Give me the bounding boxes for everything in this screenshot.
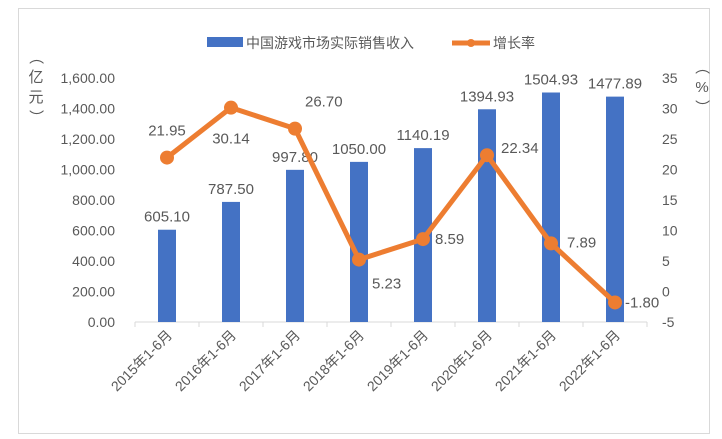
x-axis-tick-label: 2020年1-6月 (428, 327, 495, 394)
right-axis-tick-label: 0 (662, 284, 670, 300)
x-axis-tick-label: 2016年1-6月 (172, 327, 239, 394)
growth-marker (352, 252, 366, 267)
line-data-label: 30.14 (212, 131, 250, 148)
x-axis-tick-label: 2017年1-6月 (236, 327, 303, 394)
bar-data-label: 1050.00 (332, 141, 386, 158)
x-axis-tick-label: 2022年1-6月 (556, 327, 623, 394)
right-axis-tick-label: 15 (662, 192, 678, 208)
legend-bar-label: 中国游戏市场实际销售收入 (246, 35, 414, 51)
left-axis-title: （ (27, 49, 44, 64)
growth-marker (608, 295, 622, 310)
right-axis-tick-label: 10 (662, 223, 678, 239)
bar (286, 169, 304, 322)
bar (158, 229, 176, 322)
x-axis-tick-label: 2015年1-6月 (108, 327, 175, 394)
bar (222, 201, 240, 322)
left-axis-tick-label: 400.00 (72, 253, 115, 269)
right-axis-tick-label: 20 (662, 162, 678, 178)
right-axis-title: ） (693, 99, 710, 114)
growth-line (165, 105, 617, 305)
bar (542, 92, 560, 323)
bar (606, 96, 624, 323)
right-axis-title: （ (693, 59, 710, 74)
left-axis-tick-label: 1,200.00 (61, 131, 116, 147)
right-axis-tick-label: 30 (662, 101, 678, 117)
line-data-label: -1.80 (625, 294, 659, 311)
line-data-label: 21.95 (148, 123, 186, 140)
bar (478, 109, 496, 322)
left-axis-tick-label: 1,000.00 (61, 162, 116, 178)
bar-data-label: 605.10 (144, 209, 190, 226)
bar-data-label: 1140.19 (396, 127, 449, 144)
x-axis-tick-label: 2021年1-6月 (492, 327, 559, 394)
right-axis-title: % (695, 79, 708, 96)
left-axis-tick-label: 800.00 (72, 192, 115, 208)
left-axis-title: 元 (28, 89, 43, 106)
growth-marker (288, 121, 302, 136)
bar-data-label: 787.50 (208, 181, 254, 198)
right-axis-tick-label: -5 (662, 314, 675, 330)
left-axis-title: 亿 (28, 69, 43, 86)
right-axis-tick-label: 5 (662, 253, 670, 269)
left-axis-tick-label: 200.00 (72, 284, 115, 300)
x-axis-tick-label: 2019年1-6月 (364, 327, 431, 394)
line-data-label: 22.34 (501, 140, 539, 157)
right-axis-tick-label: 35 (662, 70, 678, 86)
bar-data-label: 1504.93 (524, 71, 578, 88)
right-axis-tick-label: 25 (662, 131, 678, 147)
legend-bar-swatch (207, 37, 243, 47)
left-axis-title: ） (27, 109, 44, 124)
bar (350, 161, 368, 322)
legend-line-marker (467, 39, 475, 47)
line-data-label: 8.59 (435, 231, 464, 248)
growth-marker (224, 100, 238, 115)
growth-marker (416, 232, 430, 247)
line-data-label: 26.70 (305, 94, 343, 111)
legend-line-label: 增长率 (493, 35, 535, 51)
bar-data-label: 1477.89 (588, 76, 642, 93)
left-axis-tick-label: 600.00 (72, 223, 115, 239)
growth-marker (544, 236, 558, 251)
left-axis-tick-label: 0.00 (88, 314, 115, 330)
growth-marker (160, 150, 174, 165)
left-axis-tick-label: 1,600.00 (61, 70, 116, 86)
bar-data-label: 1394.93 (460, 88, 514, 105)
x-axis-tick-label: 2018年1-6月 (300, 327, 367, 394)
line-data-label: 5.23 (372, 276, 401, 293)
left-axis-tick-label: 1,400.00 (61, 101, 116, 117)
growth-marker (480, 148, 494, 163)
line-data-label: 7.89 (567, 234, 596, 251)
